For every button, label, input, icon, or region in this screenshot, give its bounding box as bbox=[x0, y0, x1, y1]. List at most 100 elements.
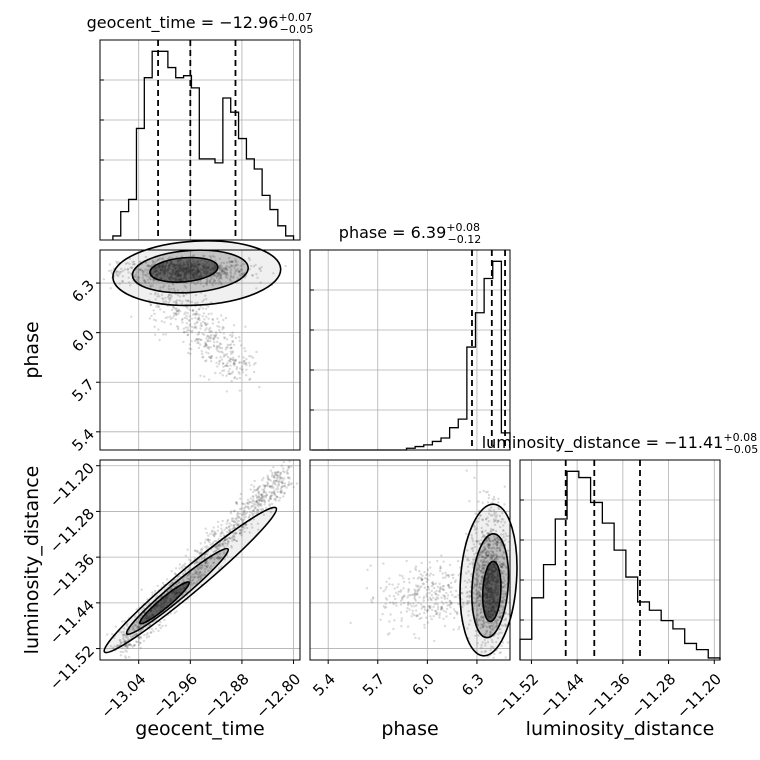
sample-point bbox=[174, 318, 177, 321]
sample-point bbox=[259, 281, 262, 284]
sample-point bbox=[163, 272, 166, 276]
sample-point bbox=[440, 600, 444, 603]
sample-point bbox=[178, 258, 181, 262]
sample-point bbox=[211, 533, 215, 536]
sample-point bbox=[121, 280, 124, 283]
sample-point bbox=[177, 327, 180, 331]
sample-point bbox=[259, 493, 263, 497]
sample-point bbox=[235, 516, 238, 520]
sample-point bbox=[432, 605, 435, 609]
sample-point bbox=[189, 559, 193, 562]
sample-point bbox=[163, 266, 166, 270]
sample-point bbox=[439, 587, 442, 590]
sample-point bbox=[222, 269, 225, 273]
sample-point bbox=[219, 276, 223, 279]
sample-point bbox=[497, 497, 500, 501]
sample-point bbox=[175, 278, 178, 281]
sample-point bbox=[181, 572, 185, 576]
sample-point bbox=[120, 270, 123, 274]
sample-point bbox=[172, 273, 176, 276]
sample-point bbox=[178, 273, 182, 277]
sample-point bbox=[163, 272, 167, 276]
sample-point bbox=[136, 271, 139, 274]
sample-point bbox=[168, 277, 171, 281]
sample-point bbox=[214, 371, 217, 375]
sample-point bbox=[191, 254, 194, 258]
sample-point bbox=[209, 543, 212, 546]
histogram-panel-luminosity_distance bbox=[519, 459, 721, 661]
sample-point bbox=[169, 275, 172, 278]
sample-point bbox=[137, 276, 140, 279]
sample-point bbox=[242, 510, 246, 513]
sample-point bbox=[188, 276, 192, 279]
sample-point bbox=[153, 312, 156, 315]
sample-point bbox=[183, 284, 186, 288]
sample-point bbox=[166, 261, 169, 264]
sample-point bbox=[216, 557, 219, 560]
sample-point bbox=[220, 270, 223, 274]
sample-point bbox=[193, 269, 197, 272]
sample-point bbox=[184, 326, 187, 329]
sample-point bbox=[167, 294, 171, 297]
sample-point bbox=[238, 270, 241, 273]
sample-point bbox=[174, 308, 178, 311]
sample-point bbox=[422, 597, 425, 600]
sample-point bbox=[145, 636, 149, 639]
sample-point bbox=[194, 293, 198, 297]
sample-point bbox=[254, 263, 257, 267]
sample-point bbox=[196, 261, 199, 264]
sample-point bbox=[245, 361, 248, 365]
sample-point bbox=[230, 517, 233, 520]
sample-point bbox=[179, 261, 182, 265]
sample-point bbox=[209, 333, 213, 337]
sample-point bbox=[227, 528, 231, 531]
sample-point bbox=[151, 260, 155, 263]
sample-point bbox=[208, 279, 212, 282]
sample-point bbox=[156, 303, 159, 306]
sample-point bbox=[172, 305, 175, 308]
sample-point bbox=[193, 262, 196, 266]
y-tick-label-luminosity_distance: −11.28 bbox=[46, 505, 98, 557]
sample-point bbox=[413, 588, 416, 591]
sample-point bbox=[199, 374, 202, 377]
sample-point bbox=[115, 260, 118, 263]
sample-point bbox=[174, 272, 178, 276]
sample-point bbox=[229, 364, 232, 367]
sample-point bbox=[183, 272, 187, 275]
sample-point bbox=[220, 269, 224, 272]
sample-point bbox=[289, 483, 292, 486]
sample-point bbox=[423, 623, 426, 627]
sample-point bbox=[186, 271, 189, 275]
sample-point bbox=[206, 334, 209, 338]
sample-point bbox=[161, 264, 165, 267]
sample-point bbox=[234, 258, 237, 261]
sample-point bbox=[196, 318, 199, 321]
sample-point bbox=[457, 628, 460, 631]
sample-point bbox=[190, 264, 194, 267]
sample-point bbox=[178, 295, 182, 298]
sample-point bbox=[153, 333, 157, 336]
sample-point bbox=[228, 260, 231, 263]
sample-point bbox=[255, 508, 259, 512]
sample-point bbox=[446, 597, 449, 600]
sample-point bbox=[188, 319, 191, 322]
sample-point bbox=[187, 299, 190, 302]
sample-point bbox=[442, 602, 445, 605]
sample-point bbox=[228, 367, 231, 371]
sample-point bbox=[224, 364, 227, 367]
sample-point bbox=[156, 275, 159, 278]
sample-point bbox=[266, 482, 270, 485]
sample-point bbox=[171, 269, 174, 272]
sample-point bbox=[232, 276, 235, 279]
sample-point bbox=[223, 538, 227, 542]
sample-point bbox=[127, 638, 130, 641]
sample-point bbox=[152, 271, 155, 274]
sample-point bbox=[177, 271, 180, 274]
sample-point bbox=[202, 264, 205, 268]
sample-point bbox=[163, 618, 166, 622]
sample-point bbox=[407, 589, 411, 592]
sample-point bbox=[192, 264, 195, 267]
sample-point bbox=[180, 302, 183, 305]
sample-point bbox=[239, 492, 243, 496]
sample-point bbox=[195, 273, 199, 276]
